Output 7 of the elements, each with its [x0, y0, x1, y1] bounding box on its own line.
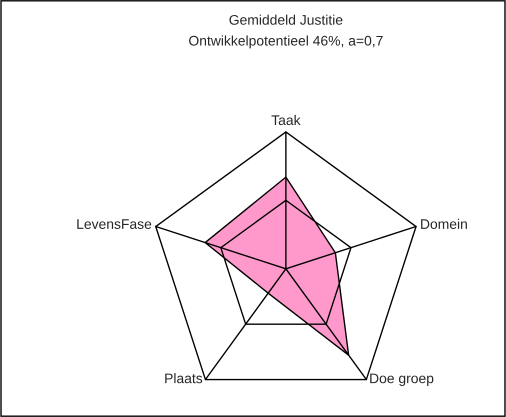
spoke-label: Doe groep — [370, 374, 434, 386]
chart-subtitle: Ontwikkelpotentieel 46%, a=0,7 — [189, 35, 383, 48]
chart-title: Gemiddeld Justitie — [229, 14, 342, 25]
spoke-label: Taak — [272, 114, 301, 126]
spoke-label: Plaats — [165, 373, 202, 384]
spoke-label: LevensFase — [77, 219, 152, 229]
spoke-label: Domein — [421, 218, 467, 229]
